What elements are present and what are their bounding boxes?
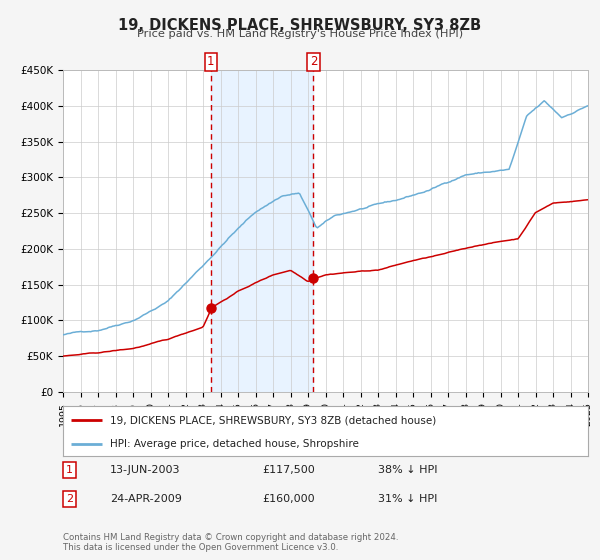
Text: Price paid vs. HM Land Registry's House Price Index (HPI): Price paid vs. HM Land Registry's House … xyxy=(137,29,463,39)
Text: 19, DICKENS PLACE, SHREWSBURY, SY3 8ZB: 19, DICKENS PLACE, SHREWSBURY, SY3 8ZB xyxy=(118,18,482,33)
Bar xyxy=(211,70,313,392)
Text: 1: 1 xyxy=(66,465,73,475)
Text: Contains HM Land Registry data © Crown copyright and database right 2024.: Contains HM Land Registry data © Crown c… xyxy=(63,533,398,542)
Text: £117,500: £117,500 xyxy=(263,465,315,475)
Text: 1: 1 xyxy=(207,55,215,68)
Text: 38% ↓ HPI: 38% ↓ HPI xyxy=(378,465,437,475)
Text: 31% ↓ HPI: 31% ↓ HPI xyxy=(378,494,437,503)
Text: HPI: Average price, detached house, Shropshire: HPI: Average price, detached house, Shro… xyxy=(110,439,359,449)
Text: 2: 2 xyxy=(66,494,73,503)
Text: £160,000: £160,000 xyxy=(263,494,315,503)
Text: 13-JUN-2003: 13-JUN-2003 xyxy=(110,465,181,475)
Text: 19, DICKENS PLACE, SHREWSBURY, SY3 8ZB (detached house): 19, DICKENS PLACE, SHREWSBURY, SY3 8ZB (… xyxy=(110,415,437,425)
Text: This data is licensed under the Open Government Licence v3.0.: This data is licensed under the Open Gov… xyxy=(63,543,338,552)
Text: 2: 2 xyxy=(310,55,317,68)
Text: 24-APR-2009: 24-APR-2009 xyxy=(110,494,182,503)
